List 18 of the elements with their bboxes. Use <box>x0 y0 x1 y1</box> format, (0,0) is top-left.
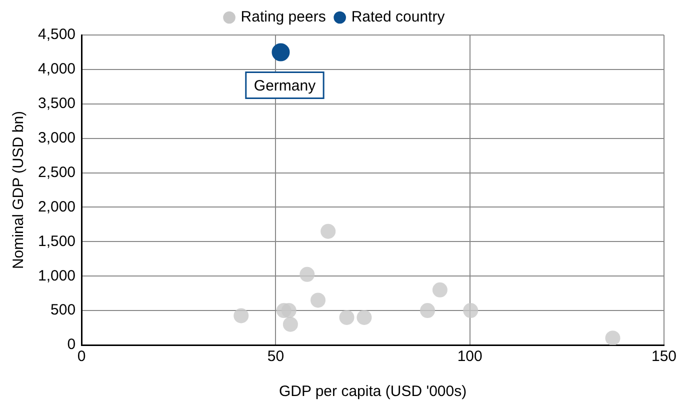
y-tick-label: 4,500 <box>38 26 76 44</box>
y-tick-label: 3,000 <box>38 129 76 146</box>
y-tick-label: 4,000 <box>38 60 76 78</box>
y-tick-label: 3,500 <box>38 95 76 112</box>
x-tick-label: 100 <box>457 348 482 366</box>
annotation: Germany <box>254 77 316 94</box>
legend-label: Rated country <box>351 8 446 26</box>
y-tick-label: 2,500 <box>38 164 76 181</box>
legend-label: Rating peers <box>240 8 326 26</box>
y-tick-label: 1,000 <box>38 267 76 284</box>
x-axis-title: GDP per capita (USD '000s) <box>278 383 467 400</box>
y-tick-label: 0 <box>67 336 76 354</box>
y-tick-label: 500 <box>50 302 76 319</box>
y-tick-label: 2,000 <box>38 198 76 216</box>
y-axis-title: Nominal GDP (USD bn) <box>10 110 28 270</box>
x-tick-label: 50 <box>267 348 284 366</box>
y-tick-label: 1,500 <box>38 232 76 250</box>
x-tick-label: 150 <box>651 348 677 366</box>
